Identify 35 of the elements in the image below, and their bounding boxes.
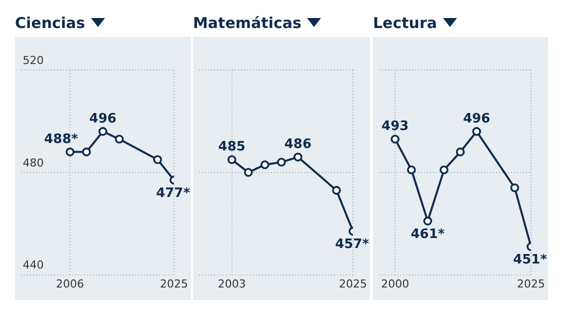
x-tick-label: 2003 — [218, 277, 246, 290]
point — [472, 127, 482, 136]
data-label: 451* — [513, 252, 548, 268]
x-tick-label: 2025 — [517, 277, 546, 290]
chart-title: Lectura — [373, 14, 437, 32]
data-label: 493 — [382, 118, 409, 134]
point — [510, 183, 520, 192]
point — [440, 165, 448, 174]
x-tick-label: 2006 — [56, 277, 84, 290]
data-label: 496 — [89, 111, 116, 126]
y-tick-label: 480 — [22, 156, 44, 170]
point — [277, 158, 286, 167]
data-label: 496 — [463, 111, 490, 126]
point — [407, 165, 416, 174]
y-tick-label: 440 — [22, 258, 44, 272]
data-label: 485 — [218, 139, 246, 154]
point — [294, 152, 302, 162]
x-tick-label: 2000 — [381, 277, 410, 290]
data-label: 457* — [335, 237, 370, 252]
x-tick-label: 2025 — [160, 277, 188, 290]
point — [390, 134, 400, 144]
data-label: 477* — [156, 186, 190, 201]
point — [260, 160, 270, 170]
point — [423, 216, 432, 226]
data-label: 486 — [284, 136, 312, 152]
data-label: 461* — [410, 226, 445, 242]
point — [244, 168, 253, 177]
x-tick-label: 2025 — [339, 277, 368, 290]
data-label: 488* — [44, 132, 78, 147]
point — [332, 186, 341, 195]
chart-title: Ciencias — [15, 14, 86, 32]
y-tick-label: 520 — [22, 54, 44, 67]
point — [456, 148, 465, 156]
chart-title: Matemáticas — [193, 14, 302, 32]
point — [227, 155, 236, 164]
